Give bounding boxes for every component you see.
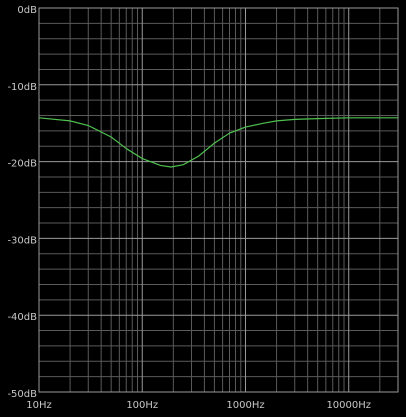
y-tick-label: -30dB — [7, 235, 37, 246]
x-tick-label: 10000Hz — [326, 400, 371, 411]
line — [38, 117, 398, 168]
x-tick-label: 100Hz — [126, 400, 158, 411]
x-tick-label: 1000Hz — [226, 400, 264, 411]
y-tick-label: -50dB — [7, 389, 37, 400]
y-tick-label: -20dB — [7, 159, 37, 170]
x-tick-label: 10Hz — [26, 400, 52, 411]
minor-grid — [39, 8, 399, 392]
y-tick-label: 0dB — [17, 5, 37, 16]
y-tick-label: -40dB — [7, 312, 37, 323]
plot-frame — [38, 7, 399, 393]
y-tick-label: -10dB — [7, 82, 37, 93]
